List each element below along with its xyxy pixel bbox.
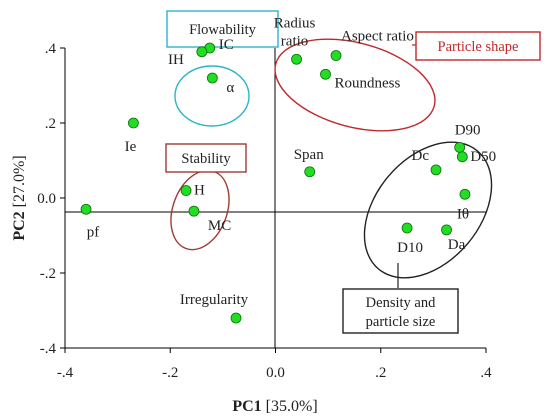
point-label: ratio xyxy=(281,33,309,49)
stability-label: Stability xyxy=(181,151,231,167)
x-axis-title-unit: [35.0%] xyxy=(266,398,318,415)
point-label: pf xyxy=(87,224,100,240)
data-point xyxy=(80,203,92,215)
point-labels: IC IH α Ie pf H MC Irregularity Radius ratio Aspec… xyxy=(87,15,496,308)
data-point xyxy=(206,72,218,84)
y-tick-label: 0.0 xyxy=(37,191,56,207)
x-tick-label: -.2 xyxy=(162,365,178,381)
point-label: D50 xyxy=(470,149,496,165)
data-points xyxy=(80,42,471,324)
svg-text:PC1[35.0%]: PC1 [35.0%] xyxy=(232,398,317,415)
data-point xyxy=(320,68,331,80)
data-point xyxy=(459,188,471,200)
data-point xyxy=(330,50,342,61)
flowability-label: Flowability xyxy=(189,22,257,38)
point-label: H xyxy=(194,183,205,199)
stability-ellipse xyxy=(170,169,230,251)
data-point xyxy=(180,185,192,196)
y-axis-title-unit: [27.0%] xyxy=(11,155,28,207)
x-tick-label: .2 xyxy=(375,365,386,381)
particle-shape-label-box xyxy=(415,31,541,61)
point-label: IH xyxy=(168,52,184,68)
density-label-line2: particle size xyxy=(366,314,436,330)
data-point xyxy=(430,164,442,176)
axis-ticks: -.4 -.2 0.0 .2 .4 .4 .2 0.0 -.2 -.4 xyxy=(37,41,492,381)
data-point xyxy=(188,205,200,217)
point-label: Dc xyxy=(412,148,430,164)
y-tick-label: .4 xyxy=(45,41,57,57)
point-label: Irregularity xyxy=(180,292,249,308)
density-particle-size-ellipse xyxy=(363,141,493,279)
x-tick-label: -.4 xyxy=(57,365,74,381)
point-label: Da xyxy=(448,237,466,253)
y-axis-title-name: PC2 xyxy=(11,211,28,240)
data-point xyxy=(454,141,466,153)
data-point xyxy=(196,46,208,58)
point-label: Roundness xyxy=(334,75,400,91)
x-tick-label: .4 xyxy=(480,365,492,381)
x-tick-label: 0.0 xyxy=(266,365,285,381)
point-label: Iθ xyxy=(457,206,469,222)
point-label: D10 xyxy=(397,240,423,256)
particle-shape-label: Particle shape xyxy=(438,39,519,55)
data-point xyxy=(441,224,452,236)
data-point xyxy=(291,53,302,65)
data-point xyxy=(304,166,316,178)
point-label: Ie xyxy=(125,139,137,155)
flowability-label-box xyxy=(166,10,279,48)
density-label-box xyxy=(342,288,459,334)
data-point xyxy=(401,222,413,234)
y-tick-label: .2 xyxy=(45,116,56,132)
x-axis-title: PC1 [35.0%] xyxy=(232,398,317,415)
data-point xyxy=(128,117,139,129)
point-label: MC xyxy=(208,218,231,234)
stability-label-box xyxy=(165,143,247,173)
point-label: D90 xyxy=(455,122,481,138)
x-axis-title-name: PC1 xyxy=(232,398,261,415)
flowability-ellipse xyxy=(174,65,250,127)
density-label-line1: Density and xyxy=(366,295,436,311)
point-label: Span xyxy=(294,147,325,163)
particle-shape-ellipse xyxy=(274,38,436,132)
point-label: α xyxy=(226,80,234,96)
point-label: Aspect ratio xyxy=(341,29,414,45)
data-point xyxy=(456,151,468,163)
point-label: IC xyxy=(219,37,234,53)
y-axis-title: PC2 [27.0%] xyxy=(11,155,28,240)
data-point xyxy=(230,312,242,324)
svg-text:PC2[27.0%]: PC2 [27.0%] xyxy=(11,155,28,240)
y-tick-label: -.4 xyxy=(40,341,57,357)
y-tick-label: -.2 xyxy=(40,266,56,282)
point-label: Radius xyxy=(274,15,316,31)
